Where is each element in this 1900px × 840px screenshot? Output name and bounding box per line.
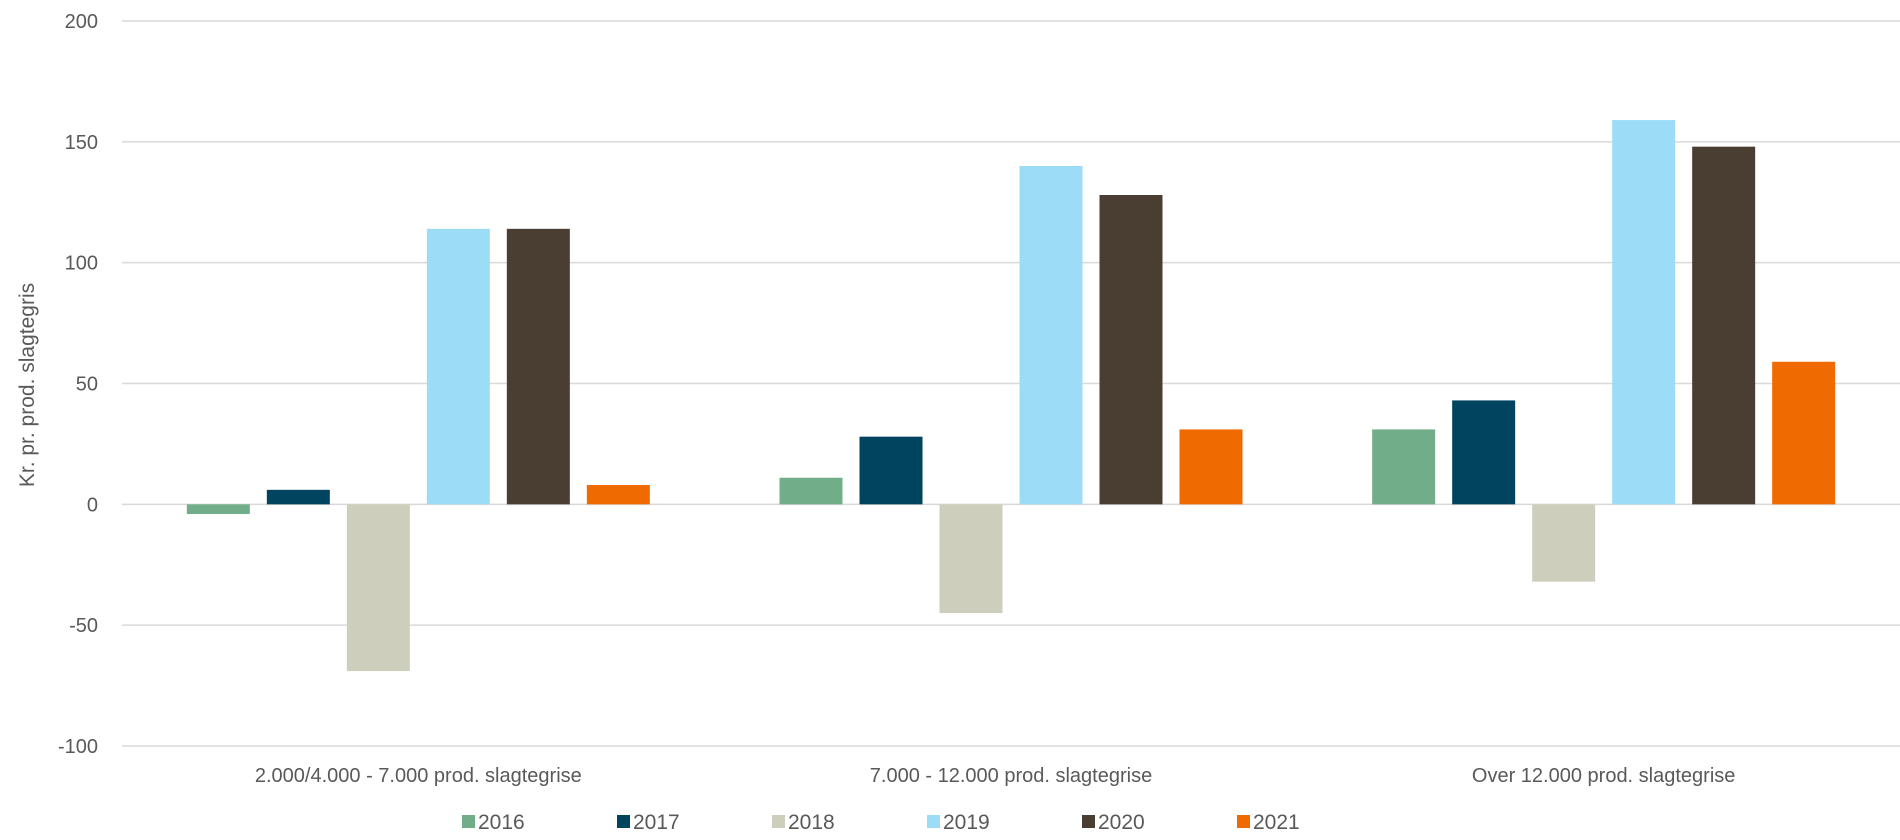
legend-label-2017: 2017 [633, 811, 680, 834]
legend-label-2020: 2020 [1098, 811, 1145, 834]
bar-2016-2 [779, 477, 843, 505]
x-tick-label: 2.000/4.000 - 7.000 prod. slagtegrise [255, 765, 582, 787]
gridlines [122, 20, 1900, 747]
y-tick-label: 0 [87, 494, 98, 516]
x-tick-label: Over 12.000 prod. slagtegrise [1472, 765, 1736, 787]
y-tick-label: 50 [76, 374, 98, 396]
bar-2018-2 [939, 504, 1003, 614]
y-axis-title: Kr. pr. prod. slagtegris [16, 283, 39, 487]
legend-label-2016: 2016 [478, 811, 525, 834]
bar-2020-2 [1099, 195, 1163, 505]
legend-swatch-2017 [617, 815, 630, 828]
bar-2020-3 [1692, 146, 1756, 505]
bar-2017-2 [859, 436, 923, 505]
bar-2017-1 [266, 489, 330, 505]
bars [186, 120, 1836, 672]
legend-swatch-2018 [772, 815, 785, 828]
y-tick-label: 100 [65, 253, 98, 275]
legend-label-2018: 2018 [788, 811, 835, 834]
bar-2020-1 [506, 228, 570, 505]
bar-2021-2 [1179, 429, 1243, 505]
x-tick-label: 7.000 - 12.000 prod. slagtegrise [870, 765, 1152, 787]
bar-2016-1 [186, 504, 250, 514]
y-tick-label: 200 [65, 11, 98, 33]
legend-label-2021: 2021 [1253, 811, 1300, 834]
bar-2018-1 [346, 504, 410, 672]
x-tick-labels: 2.000/4.000 - 7.000 prod. slagtegrise 7.0… [255, 765, 1736, 787]
bar-2017-3 [1452, 400, 1516, 505]
bar-2021-3 [1772, 361, 1836, 505]
legend-swatch-2020 [1082, 815, 1095, 828]
bar-2019-2 [1019, 166, 1083, 505]
y-tick-label: -100 [58, 736, 98, 758]
bar-2016-3 [1372, 429, 1436, 505]
bar-2019-1 [426, 228, 490, 505]
bar-2018-3 [1532, 504, 1596, 582]
bar-2021-1 [586, 485, 650, 505]
legend-swatch-2021 [1237, 815, 1250, 828]
y-tick-labels: -100 -50 0 50 100 150 200 [58, 11, 98, 758]
legend: 2016 2017 2018 2019 2020 2021 [462, 811, 1300, 834]
legend-label-2019: 2019 [943, 811, 990, 834]
legend-swatch-2016 [462, 815, 475, 828]
legend-swatch-2019 [927, 815, 940, 828]
y-tick-label: -50 [69, 615, 98, 637]
bar-2019-3 [1612, 120, 1676, 505]
y-tick-label: 150 [65, 132, 98, 154]
